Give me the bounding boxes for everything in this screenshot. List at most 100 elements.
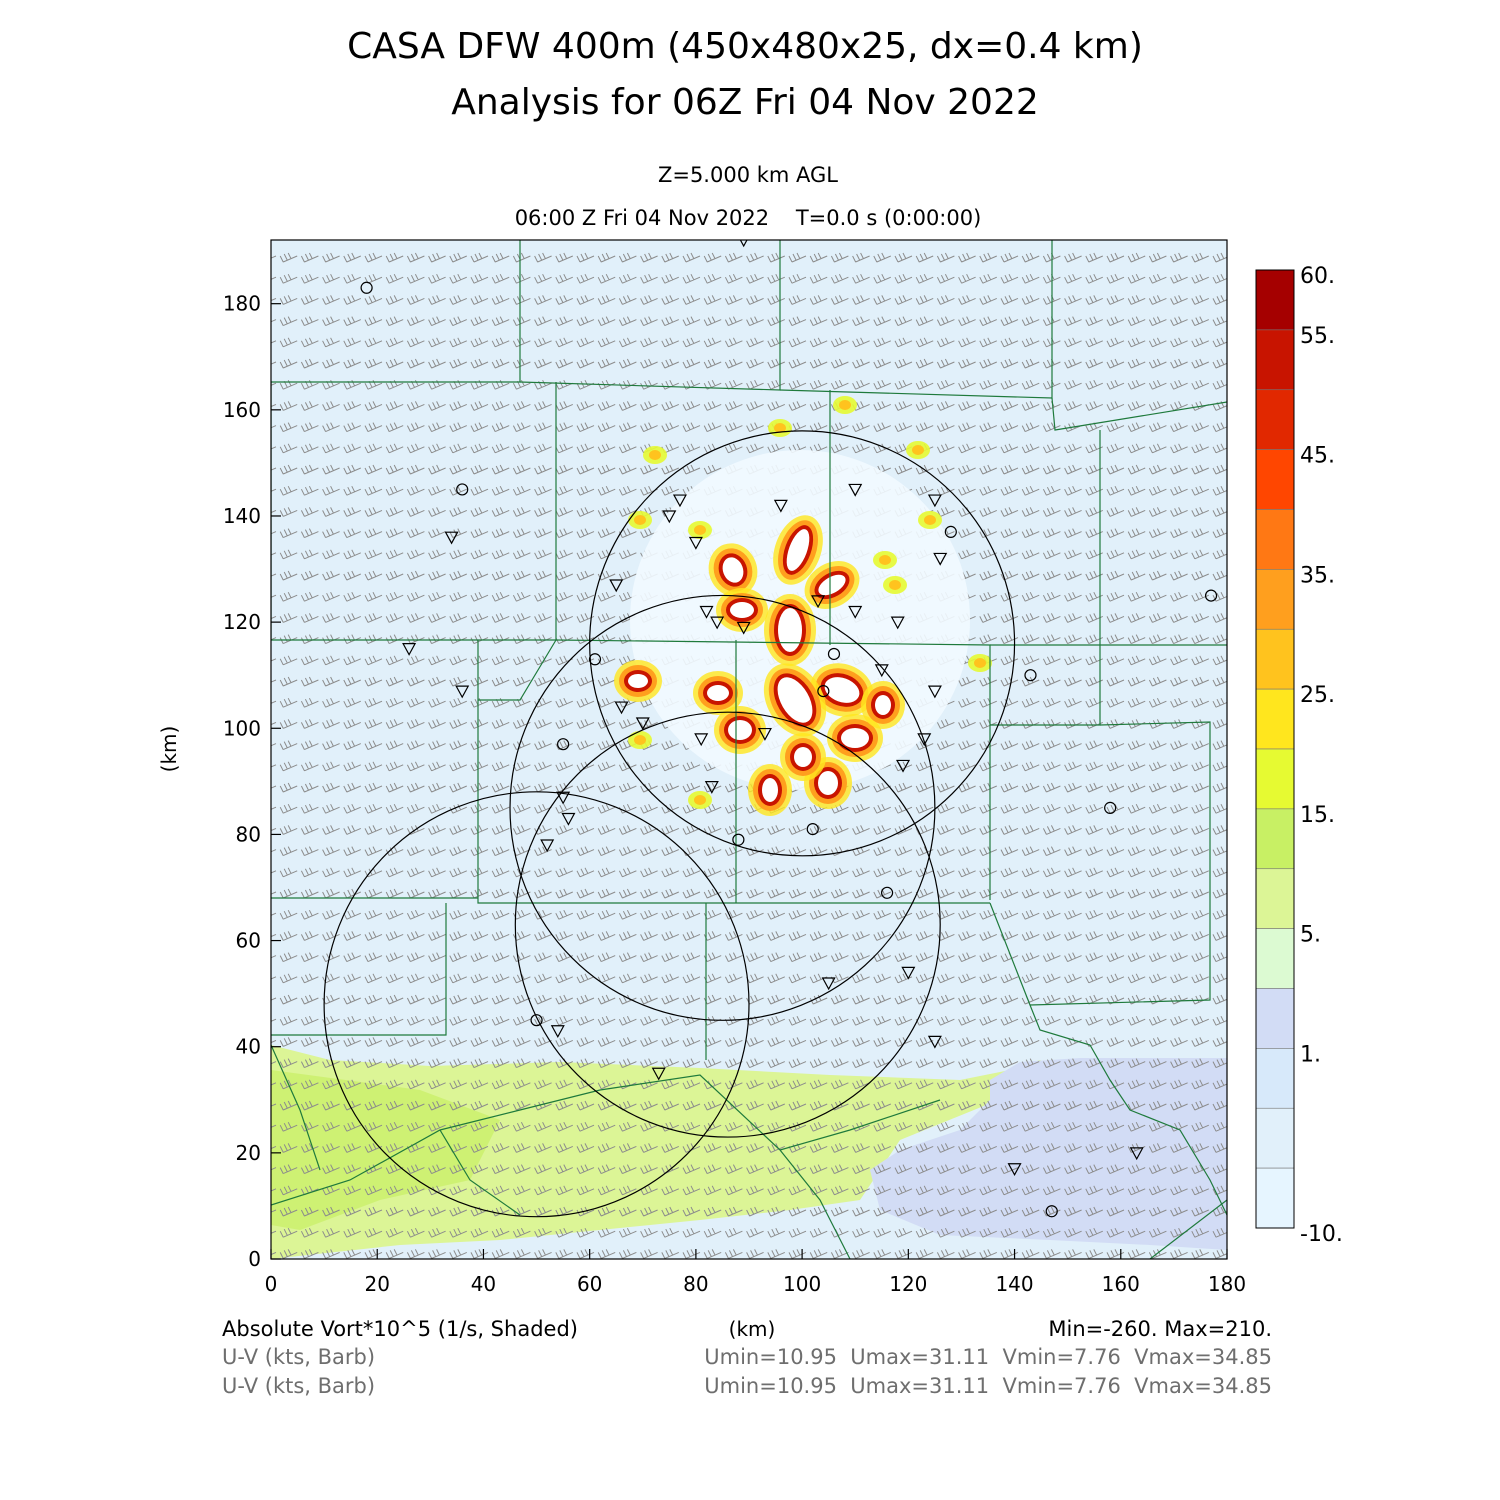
vorticity-max-13 [716, 588, 768, 632]
vorticity-max-15 [748, 764, 792, 816]
colorbar-swatch-5 [1255, 509, 1295, 570]
station-circle-8 [732, 833, 745, 846]
station-circle-6 [827, 647, 841, 661]
blob-core [786, 529, 810, 571]
colorbar-swatch-4 [1255, 449, 1295, 510]
station-triangle-29 [927, 494, 942, 508]
station-circle-5 [817, 685, 830, 698]
weak-vorticity-core-5 [924, 515, 936, 525]
colorbar-swatch-11 [1255, 868, 1295, 929]
station-triangle-26 [896, 759, 911, 773]
x-axis-label: (km) [729, 1317, 776, 1341]
colorbar-label-6: 15. [1300, 803, 1335, 828]
weak-vorticity-core-12 [694, 795, 706, 805]
colorbar-swatch-16 [1255, 1167, 1295, 1229]
x-tick-label-0: 0 [265, 1272, 278, 1296]
y-tick-label-120: 120 [223, 610, 261, 634]
time-label: 06:00 Z Fri 04 Nov 2022 T=0.0 s (0:00:00… [515, 206, 982, 230]
station-triangle-23 [848, 605, 863, 619]
wind-barbs [271, 252, 1227, 1259]
station-triangle-8 [609, 579, 624, 593]
vorticity-max-11 [614, 660, 662, 702]
station-triangle-5 [556, 791, 571, 805]
x-axis: 0 20 40 60 80 100 120 140 160 180 [265, 1249, 1246, 1296]
plot-frame [270, 239, 1228, 1260]
x-tick-label-20: 20 [364, 1272, 389, 1296]
radar-range-rings [323, 430, 1016, 1218]
weak-vorticity-core-3 [839, 400, 851, 410]
wind-label-1: U-V (kts, Barb) [222, 1345, 375, 1369]
blob-core [762, 778, 778, 802]
vorticity-maxima-cluster [614, 396, 992, 816]
station-triangle-12 [672, 494, 687, 508]
blob-core [730, 602, 754, 618]
colorbar-label-9: -10. [1300, 1222, 1343, 1247]
barb-grid [271, 252, 1227, 1259]
station-circle-11 [944, 525, 957, 539]
station-triangle-2 [444, 531, 459, 545]
colorbar-swatch-6 [1255, 569, 1295, 630]
station-triangle-22 [848, 483, 863, 497]
vorticity-max-12 [804, 561, 860, 609]
colorbar-swatch-12 [1255, 928, 1295, 989]
vorticity-max-6 [714, 706, 766, 754]
vorticity-max-5 [827, 714, 883, 762]
radar-ring-4 [323, 791, 750, 1218]
chart-subtitle: Analysis for 06Z Fri 04 Nov 2022 [451, 82, 1039, 123]
station-triangle-11 [662, 510, 677, 524]
weak-vorticity-core-11 [634, 735, 646, 745]
station-circle-2 [456, 483, 469, 496]
colorbar-swatch-3 [1255, 389, 1295, 450]
y-tick-label-180: 180 [223, 292, 261, 316]
colorbar-swatch-10 [1255, 808, 1295, 870]
station-triangle-35 [550, 1025, 565, 1039]
x-tick-label-180: 180 [1208, 1272, 1246, 1296]
weak-vorticity-core-4 [912, 445, 924, 455]
station-circle-3 [588, 653, 602, 666]
colorbar-swatch-2 [1255, 329, 1295, 391]
colorbar-swatch-14 [1255, 1048, 1295, 1109]
station-triangle-27 [901, 966, 916, 980]
colorbar-swatch-8 [1255, 688, 1295, 750]
blob-core [841, 728, 869, 748]
blob-core [824, 677, 860, 703]
wind-stats-1: Umin=10.95 Umax=31.11 Vmin=7.76 Vmax=34.… [704, 1345, 1272, 1369]
blob-core [628, 674, 648, 688]
station-triangle-37 [1129, 1147, 1144, 1161]
radar-ring-2 [509, 594, 936, 1021]
weak-vorticity-core-8 [889, 580, 901, 590]
station-triangle-19 [757, 727, 772, 741]
station-triangle-3 [402, 643, 417, 656]
station-triangle-34 [651, 1067, 666, 1081]
wind-label-2: U-V (kts, Barb) [222, 1374, 375, 1398]
vorticity-max-4 [810, 663, 874, 717]
y-tick-label-60: 60 [236, 929, 261, 953]
station-triangle-21 [811, 595, 826, 609]
vorticity-max-3 [764, 594, 816, 666]
x-tick-label-80: 80 [683, 1272, 708, 1296]
blob-core [707, 685, 729, 701]
vorticity-max-14 [861, 681, 905, 729]
blob-core [778, 608, 802, 652]
county-borders [271, 240, 1227, 1259]
station-circle-15 [1204, 589, 1218, 602]
y-tick-label-20: 20 [236, 1141, 261, 1165]
station-circle-1 [360, 281, 373, 294]
weak-vorticity-core-1 [649, 450, 661, 460]
station-triangle-30 [927, 685, 942, 699]
station-triangle-36 [1007, 1163, 1022, 1177]
weak-vorticity-core-10 [879, 555, 891, 565]
weak-vorticity-core-2 [774, 423, 786, 433]
station-circle-12 [1024, 669, 1037, 682]
colorbar-frame [1255, 269, 1295, 1229]
negative-vorticity-area [870, 1058, 1227, 1250]
x-tick-label-100: 100 [783, 1272, 821, 1296]
blob-core [728, 720, 752, 740]
station-triangle-10 [635, 717, 650, 731]
colorbar-swatch-15 [1255, 1107, 1295, 1169]
blob-core [722, 557, 744, 583]
x-tick-label-160: 160 [1102, 1272, 1140, 1296]
blob-core [794, 747, 812, 767]
colorbar-label-7: 5. [1300, 923, 1321, 948]
